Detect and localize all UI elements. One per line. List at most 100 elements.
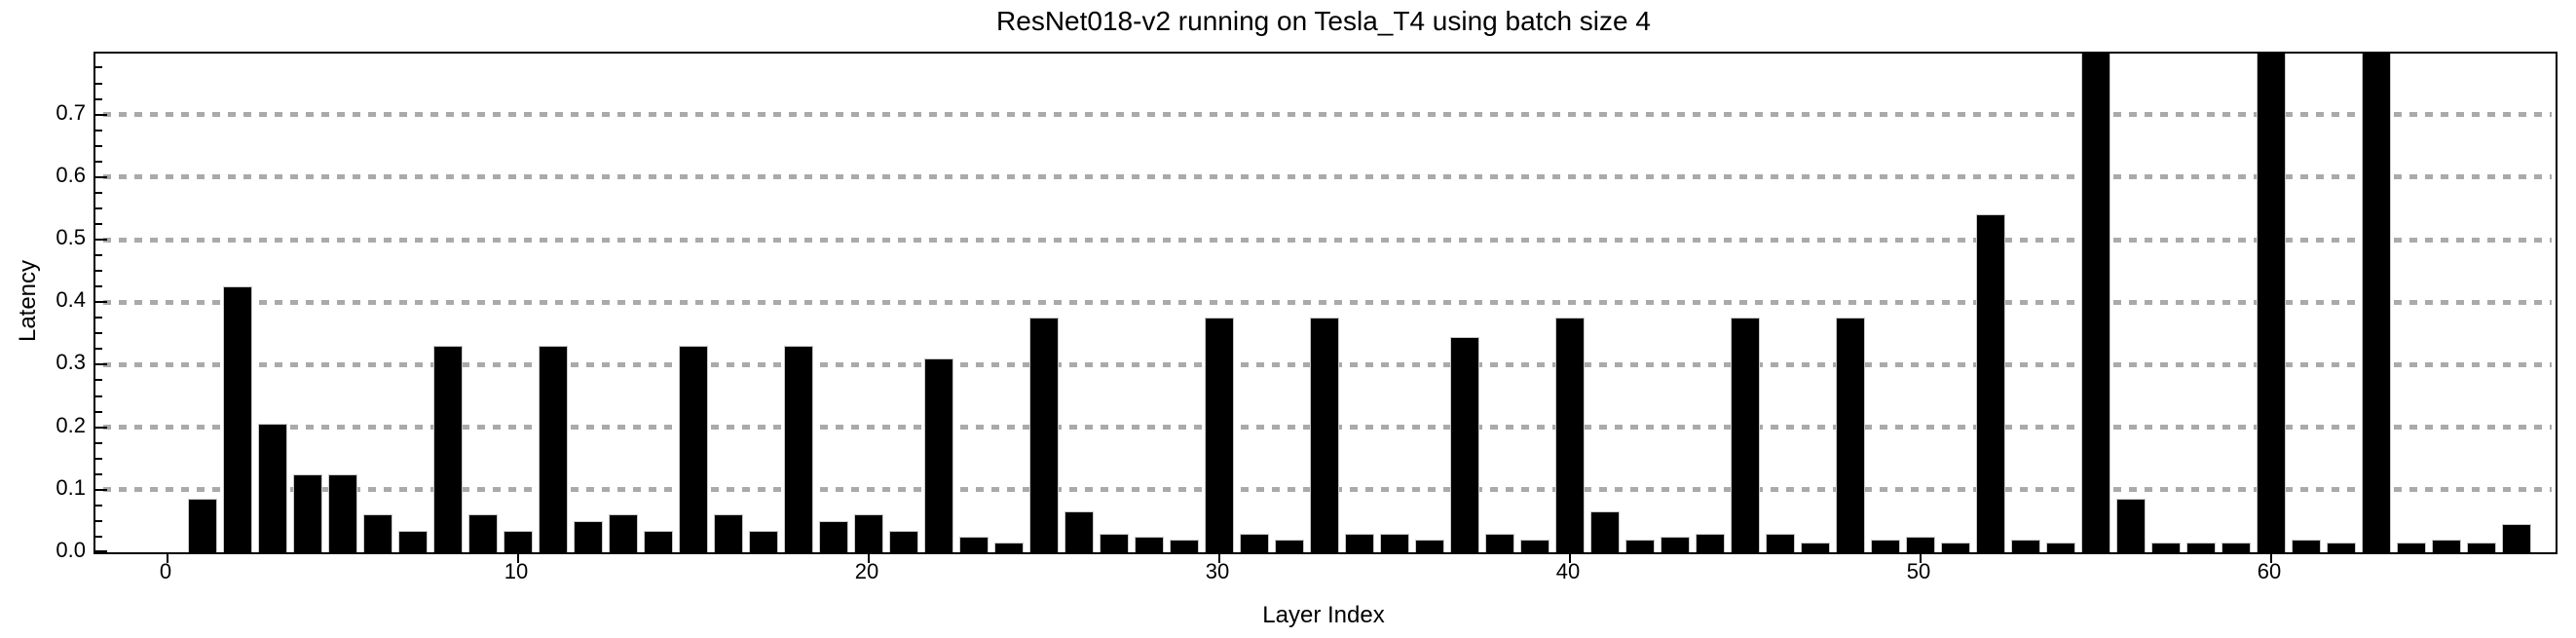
bar-layer-52: [1976, 214, 2005, 552]
bar-layer-2: [223, 286, 252, 552]
gridline-y-0.4: [103, 299, 2552, 305]
bar-layer-25: [1029, 318, 1059, 552]
plot-area: [93, 52, 2557, 563]
bar-layer-15: [679, 346, 708, 552]
bar-layer-57: [2151, 543, 2181, 552]
y-minor-tick: [95, 519, 102, 522]
x-tick-label: 40: [1555, 559, 1581, 583]
bar-layer-35: [1380, 534, 1409, 552]
y-minor-tick: [95, 206, 102, 209]
bar-layer-18: [784, 346, 813, 552]
bar-layer-33: [1310, 318, 1339, 552]
y-minor-tick: [95, 254, 102, 257]
y-minor-tick: [95, 457, 102, 460]
y-minor-tick: [95, 441, 102, 444]
bar-layer-42: [1625, 540, 1655, 552]
bar-layer-29: [1170, 540, 1199, 552]
x-axis-label: Layer Index: [1262, 602, 1385, 628]
bar-layer-66: [2467, 543, 2496, 552]
bar-layer-28: [1135, 537, 1164, 552]
bar-layer-49: [1871, 540, 1900, 552]
x-major-tick: [1920, 554, 1922, 563]
y-minor-tick: [95, 144, 102, 147]
y-minor-tick: [95, 66, 102, 69]
bar-layer-44: [1696, 534, 1725, 552]
bar-layer-26: [1064, 511, 1094, 552]
bar-layer-56: [2116, 499, 2146, 552]
y-minor-tick: [95, 82, 102, 85]
bar-layer-3: [258, 424, 287, 552]
bar-layer-27: [1100, 534, 1129, 552]
bar-layer-36: [1415, 540, 1444, 552]
bar-layer-40: [1555, 318, 1585, 552]
y-tick-label: 0.0: [56, 538, 86, 562]
bar-layer-19: [819, 521, 848, 552]
bar-layer-62: [2327, 543, 2356, 552]
y-major-tick: [95, 239, 107, 241]
x-major-tick: [2270, 554, 2272, 563]
bar-layer-34: [1345, 534, 1374, 552]
y-minor-tick: [95, 285, 102, 288]
y-minor-tick: [95, 504, 102, 507]
x-tick-label: 50: [1906, 559, 1931, 583]
y-minor-tick: [95, 317, 102, 319]
bar-layer-43: [1661, 537, 1690, 552]
y-tick-label: 0.5: [56, 225, 86, 249]
x-tick-label: 20: [854, 559, 879, 583]
y-minor-tick: [95, 270, 102, 273]
bar-layer-38: [1485, 534, 1514, 552]
y-minor-tick: [95, 97, 102, 100]
y-major-tick: [95, 175, 107, 178]
y-tick-label: 0.1: [56, 474, 86, 500]
x-tick-label: 10: [504, 559, 529, 583]
bar-layer-39: [1520, 540, 1549, 552]
bar-layer-23: [959, 537, 989, 552]
chart-title: ResNet018-v2 running on Tesla_T4 using b…: [996, 6, 1651, 36]
x-tick-label: 0: [159, 559, 172, 583]
x-major-tick: [167, 554, 168, 563]
bar-layer-8: [433, 346, 463, 552]
y-major-tick: [95, 113, 107, 116]
y-tick-label: 0.6: [56, 162, 86, 187]
bar-layer-30: [1205, 318, 1234, 552]
y-major-tick: [95, 426, 107, 429]
gridline-y-0.6: [103, 174, 2552, 180]
bar-layer-9: [468, 514, 498, 552]
bar-layer-24: [994, 543, 1024, 552]
y-tick-label: 0.3: [56, 350, 86, 375]
bar-layer-48: [1836, 318, 1865, 552]
bar-layer-53: [2011, 540, 2040, 552]
bar-layer-65: [2432, 540, 2461, 552]
bar-layer-37: [1450, 337, 1479, 552]
y-major-tick: [95, 550, 107, 552]
y-minor-tick: [95, 160, 102, 163]
bar-layer-58: [2186, 543, 2216, 552]
y-tick-label: 0.4: [56, 287, 86, 313]
y-minor-tick: [95, 394, 102, 397]
bar-layer-63: [2362, 54, 2391, 552]
y-minor-tick: [95, 332, 102, 335]
bar-layer-45: [1731, 318, 1760, 552]
bar-layer-12: [574, 521, 603, 552]
x-tick-label: 60: [2257, 559, 2282, 583]
bar-layer-4: [293, 474, 322, 552]
bar-layer-59: [2221, 543, 2251, 552]
bar-layer-50: [1906, 537, 1935, 552]
bar-layer-21: [889, 531, 918, 552]
y-major-tick: [95, 301, 107, 304]
y-minor-tick: [95, 129, 102, 131]
y-minor-tick: [95, 348, 102, 351]
y-minor-tick: [95, 379, 102, 382]
bar-layer-17: [749, 531, 778, 552]
y-minor-tick: [95, 191, 102, 194]
bar-layer-22: [924, 358, 953, 552]
bar-layer-64: [2397, 543, 2426, 552]
bar-layer-54: [2046, 543, 2075, 552]
y-minor-tick: [95, 410, 102, 413]
y-minor-tick: [95, 535, 102, 538]
gridline-y-0.5: [103, 237, 2552, 243]
y-major-tick: [95, 488, 107, 491]
bar-layer-47: [1801, 543, 1830, 552]
x-major-tick: [517, 554, 519, 563]
